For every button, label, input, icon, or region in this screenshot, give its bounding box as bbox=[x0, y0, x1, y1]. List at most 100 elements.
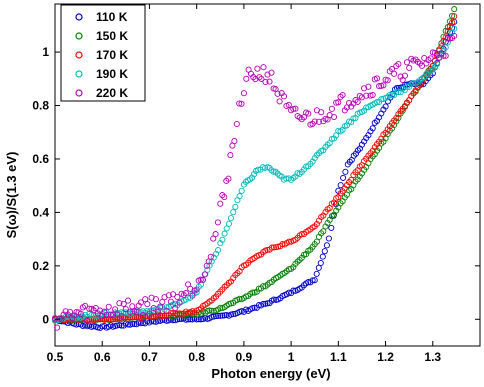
data-point bbox=[260, 300, 267, 307]
data-point bbox=[335, 127, 342, 134]
data-point bbox=[127, 308, 134, 315]
data-point bbox=[208, 307, 215, 314]
data-point bbox=[373, 75, 381, 82]
data-point bbox=[354, 176, 361, 183]
data-point bbox=[393, 89, 400, 96]
data-point bbox=[146, 313, 153, 320]
data-point bbox=[133, 308, 140, 315]
data-point bbox=[365, 83, 372, 90]
data-point bbox=[219, 192, 226, 199]
data-point bbox=[109, 311, 117, 319]
data-point bbox=[249, 289, 256, 296]
data-point bbox=[388, 92, 396, 99]
x-tick-label: 1.3 bbox=[424, 350, 441, 364]
data-point bbox=[217, 304, 224, 311]
data-point bbox=[340, 174, 347, 181]
legend-marker bbox=[75, 13, 83, 21]
data-point bbox=[174, 293, 181, 301]
data-point bbox=[217, 312, 224, 319]
data-point bbox=[255, 302, 262, 309]
data-point bbox=[182, 290, 189, 297]
data-point bbox=[449, 34, 456, 42]
data-point bbox=[258, 75, 265, 82]
data-point bbox=[240, 90, 247, 97]
data-point bbox=[116, 300, 123, 307]
data-point bbox=[131, 320, 138, 328]
data-point bbox=[449, 19, 456, 26]
data-point bbox=[142, 320, 149, 327]
data-point bbox=[395, 60, 402, 68]
data-point bbox=[434, 60, 441, 68]
data-point bbox=[227, 152, 234, 159]
data-point bbox=[313, 238, 320, 245]
data-point bbox=[250, 171, 258, 178]
data-point bbox=[112, 306, 119, 313]
data-point bbox=[201, 271, 208, 278]
data-point bbox=[421, 73, 428, 81]
legend: 110 K 150 K 170 K 190 K 220 K bbox=[60, 4, 146, 102]
data-point bbox=[272, 168, 279, 175]
series-190-k bbox=[51, 25, 458, 324]
data-point bbox=[238, 187, 245, 194]
data-point bbox=[214, 219, 221, 226]
data-point bbox=[167, 298, 174, 305]
data-point bbox=[339, 91, 346, 99]
data-point bbox=[403, 83, 411, 90]
data-point bbox=[212, 231, 219, 238]
x-tick-label: 1 bbox=[288, 350, 295, 364]
data-point bbox=[285, 101, 292, 108]
ticks-layer: 0.5 0.6 0.7 0.8 0.9 1 1.1 1.2 1.3 0 0.2 0.4 0.6 0.8 1 bbox=[32, 4, 480, 364]
data-point bbox=[174, 310, 181, 317]
data-point bbox=[325, 235, 332, 242]
data-point bbox=[197, 276, 204, 283]
data-point bbox=[124, 297, 132, 304]
data-point bbox=[320, 228, 327, 235]
data-point bbox=[230, 209, 237, 216]
x-tick-label: 0.7 bbox=[141, 350, 158, 364]
data-point bbox=[139, 312, 147, 319]
legend-label: 110 K bbox=[96, 10, 128, 24]
data-point bbox=[382, 103, 389, 110]
data-point bbox=[215, 247, 222, 254]
data-point bbox=[250, 74, 257, 81]
data-point bbox=[309, 277, 316, 284]
data-point bbox=[254, 65, 261, 72]
data-point bbox=[403, 59, 411, 66]
data-point bbox=[101, 308, 108, 315]
data-point bbox=[245, 292, 252, 300]
legend-box bbox=[60, 4, 146, 102]
data-point bbox=[144, 301, 151, 308]
data-point bbox=[330, 113, 338, 121]
y-tick-label: 1 bbox=[42, 45, 49, 59]
data-point bbox=[165, 292, 172, 299]
data-point bbox=[361, 107, 368, 114]
data-point bbox=[318, 230, 325, 237]
data-point bbox=[84, 317, 91, 325]
data-point bbox=[427, 55, 434, 62]
legend-label: 170 K bbox=[96, 48, 128, 62]
data-point bbox=[197, 316, 205, 323]
data-point bbox=[384, 77, 391, 84]
data-point bbox=[451, 6, 458, 13]
data-point bbox=[86, 305, 93, 312]
data-point bbox=[148, 294, 155, 301]
data-point bbox=[311, 277, 318, 284]
data-point bbox=[146, 310, 153, 317]
data-point bbox=[391, 70, 398, 77]
data-point bbox=[274, 170, 281, 177]
data-point bbox=[328, 105, 335, 112]
data-point bbox=[82, 302, 89, 309]
data-point bbox=[380, 82, 387, 89]
data-point bbox=[444, 35, 451, 42]
data-point bbox=[256, 74, 263, 81]
data-point bbox=[150, 304, 157, 312]
data-point bbox=[451, 13, 458, 20]
data-point bbox=[231, 138, 238, 145]
legend-marker bbox=[75, 51, 83, 59]
plot-frame bbox=[54, 3, 481, 347]
data-point bbox=[262, 78, 269, 86]
data-point bbox=[238, 100, 245, 107]
data-point bbox=[97, 307, 104, 314]
data-point bbox=[274, 90, 281, 97]
